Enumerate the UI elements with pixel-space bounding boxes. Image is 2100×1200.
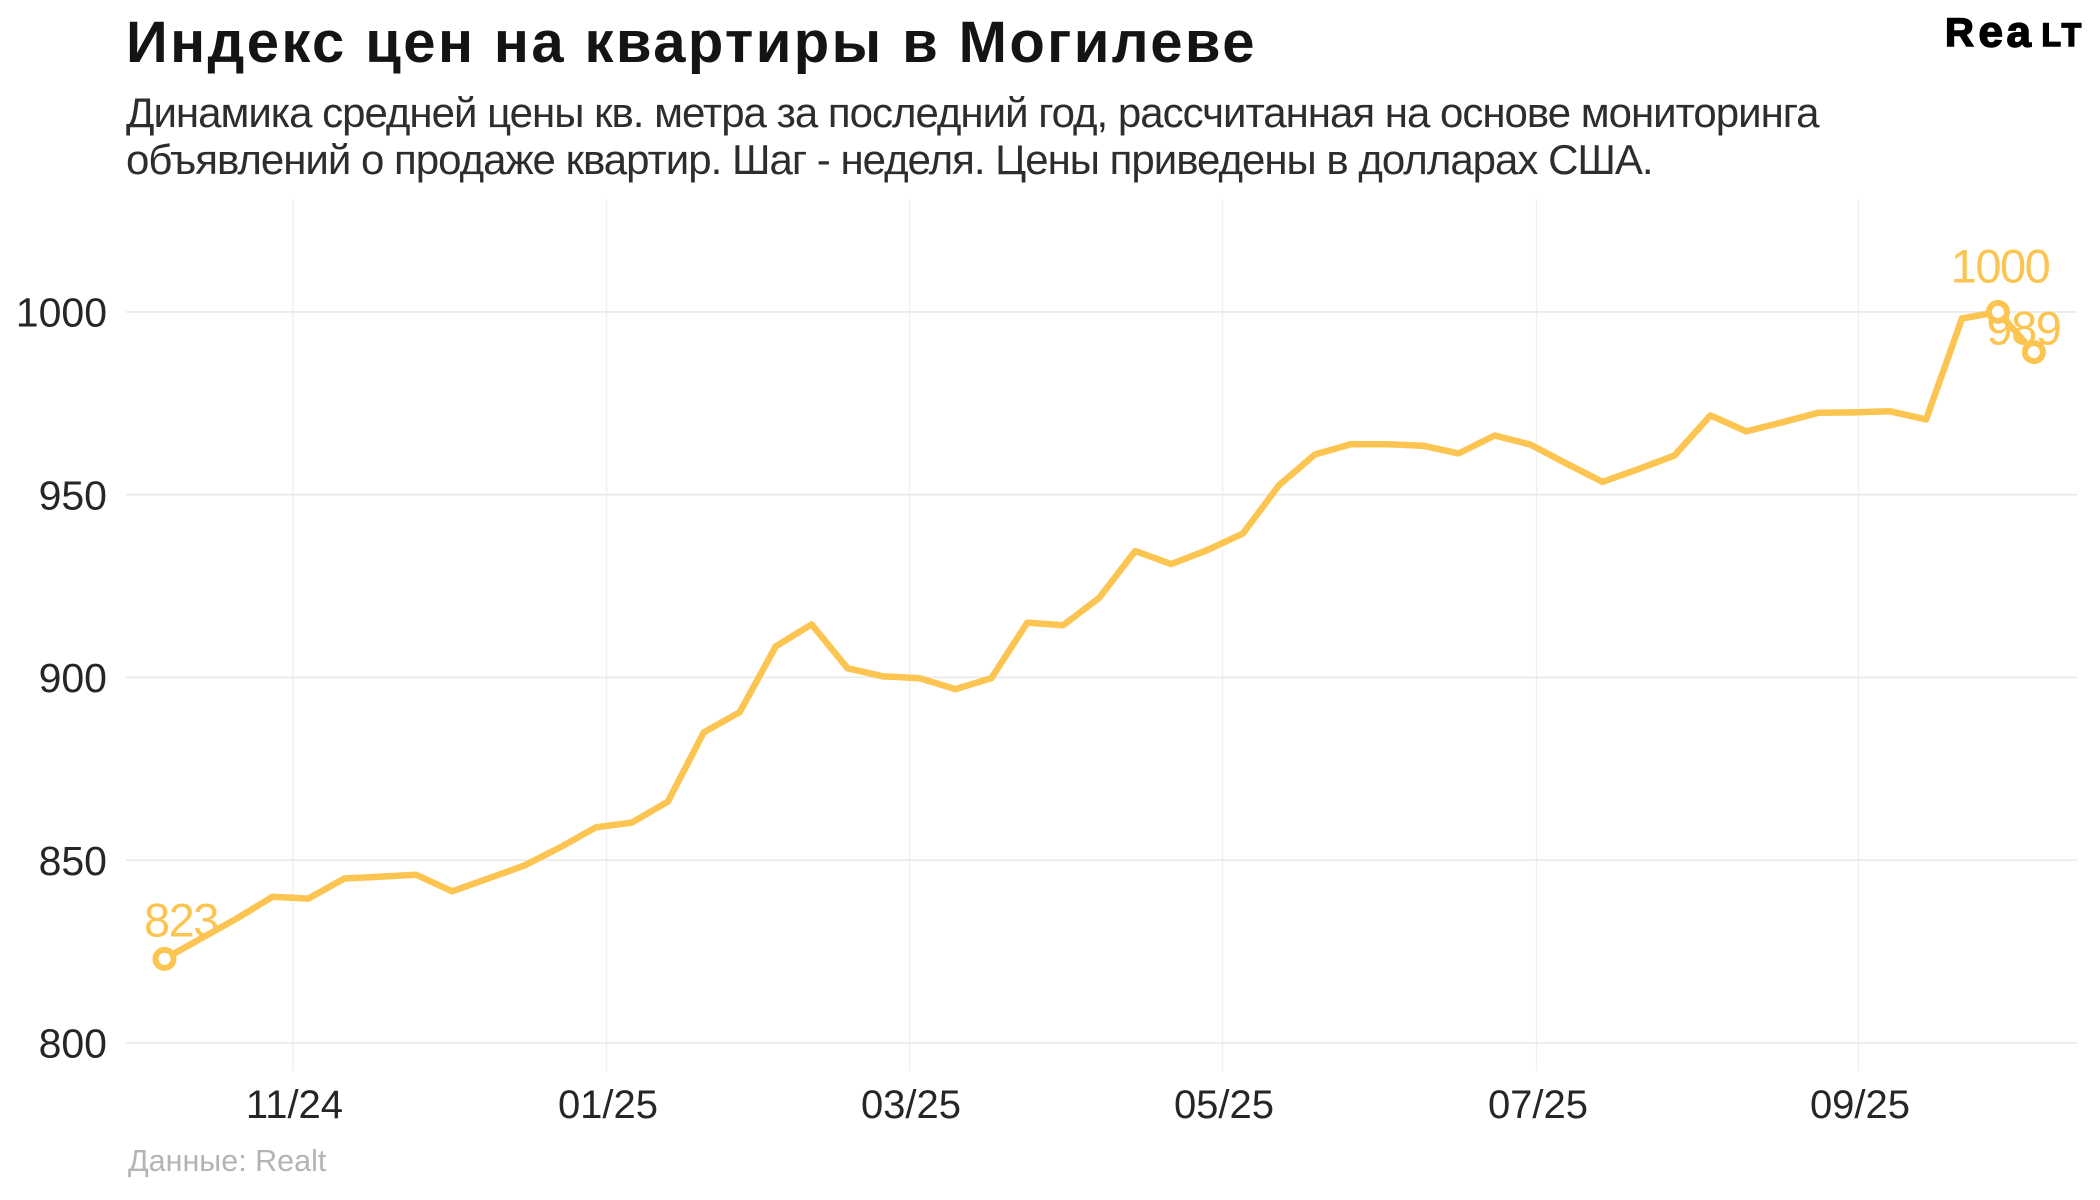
svg-text:1000: 1000 [16,290,107,336]
svg-text:11/24: 11/24 [246,1083,343,1127]
svg-text:950: 950 [39,472,107,518]
svg-text:1000: 1000 [1951,240,2050,293]
svg-text:ea: ea [1979,7,2035,56]
svg-text:850: 850 [39,838,107,884]
svg-text:R: R [1945,11,1974,55]
svg-text:07/25: 07/25 [1488,1083,1588,1127]
svg-text:05/25: 05/25 [1174,1083,1274,1127]
svg-text:03/25: 03/25 [861,1083,961,1127]
svg-text:01/25: 01/25 [558,1083,658,1127]
svg-text:800: 800 [39,1021,107,1067]
svg-text:09/25: 09/25 [1810,1083,1910,1127]
svg-text:LT: LT [2042,17,2085,53]
svg-text:900: 900 [39,655,107,701]
